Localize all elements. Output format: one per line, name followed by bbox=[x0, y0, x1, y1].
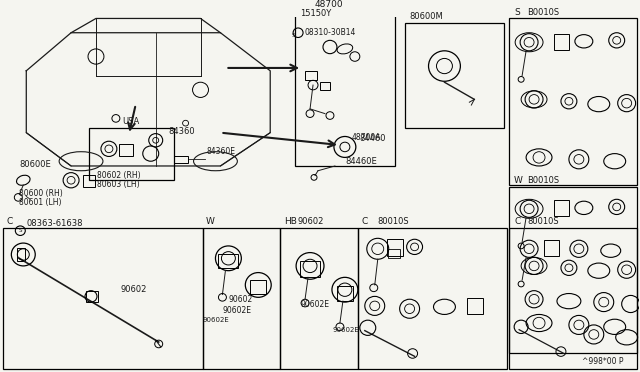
Bar bbox=[388, 249, 399, 258]
Bar bbox=[358, 228, 507, 369]
Bar bbox=[509, 228, 637, 369]
Text: USA: USA bbox=[122, 117, 140, 126]
Text: S: S bbox=[291, 33, 295, 38]
Bar bbox=[202, 228, 280, 369]
Bar bbox=[86, 291, 98, 302]
Text: S: S bbox=[19, 228, 22, 233]
Bar bbox=[218, 254, 238, 268]
Text: W: W bbox=[205, 217, 214, 226]
Bar bbox=[300, 261, 320, 278]
Bar bbox=[83, 176, 95, 187]
Text: C: C bbox=[6, 217, 13, 226]
Bar bbox=[280, 228, 358, 369]
Text: 80602 (RH): 80602 (RH) bbox=[97, 171, 141, 180]
Text: 08363-61638: 08363-61638 bbox=[26, 219, 83, 228]
Bar bbox=[554, 34, 569, 50]
Text: 90602E: 90602E bbox=[300, 300, 329, 309]
Text: 90602E: 90602E bbox=[202, 317, 229, 323]
Text: 80600E: 80600E bbox=[19, 160, 51, 169]
Bar bbox=[173, 155, 188, 163]
Text: 15150Y: 15150Y bbox=[300, 9, 332, 19]
Text: 90602: 90602 bbox=[297, 217, 323, 226]
Text: 90602: 90602 bbox=[121, 285, 147, 295]
Text: 48700: 48700 bbox=[315, 0, 344, 9]
Bar bbox=[17, 248, 26, 261]
Bar bbox=[467, 298, 483, 314]
Text: 84460E: 84460E bbox=[345, 157, 377, 166]
Bar bbox=[3, 228, 202, 369]
Bar bbox=[320, 82, 330, 90]
Text: B0010S: B0010S bbox=[527, 176, 559, 185]
Text: 84360E: 84360E bbox=[207, 147, 236, 157]
Text: S: S bbox=[514, 7, 520, 16]
Bar bbox=[509, 19, 637, 185]
Bar bbox=[119, 144, 133, 157]
Text: 84460: 84460 bbox=[360, 134, 387, 143]
Text: W: W bbox=[514, 176, 523, 185]
Text: C: C bbox=[362, 217, 368, 226]
Bar bbox=[404, 23, 504, 128]
Bar bbox=[305, 71, 317, 80]
Bar bbox=[544, 240, 559, 256]
Text: 08310-30B14: 08310-30B14 bbox=[304, 29, 355, 38]
Text: 90602E: 90602E bbox=[333, 327, 360, 333]
Text: ^998*00 P: ^998*00 P bbox=[582, 357, 623, 366]
Text: 80010S: 80010S bbox=[378, 217, 410, 226]
Text: 80600M: 80600M bbox=[410, 12, 444, 21]
Bar bbox=[295, 14, 395, 166]
Bar bbox=[250, 280, 266, 295]
Text: 80600 (RH): 80600 (RH) bbox=[19, 189, 63, 198]
Text: 48700A: 48700A bbox=[352, 133, 381, 142]
Text: 90602E: 90602E bbox=[223, 307, 252, 315]
Text: 90602: 90602 bbox=[228, 295, 253, 304]
Bar bbox=[387, 239, 403, 256]
Text: C: C bbox=[514, 217, 520, 226]
Text: 80010S: 80010S bbox=[527, 217, 559, 226]
Text: 84360: 84360 bbox=[169, 126, 195, 135]
Text: 80603 (LH): 80603 (LH) bbox=[97, 180, 140, 189]
Bar bbox=[509, 187, 637, 353]
Text: B0010S: B0010S bbox=[527, 7, 559, 16]
Text: HB: HB bbox=[284, 217, 297, 226]
Bar bbox=[89, 128, 173, 180]
Bar bbox=[554, 200, 569, 217]
Text: 80601 (LH): 80601 (LH) bbox=[19, 198, 62, 207]
Bar bbox=[337, 286, 353, 301]
